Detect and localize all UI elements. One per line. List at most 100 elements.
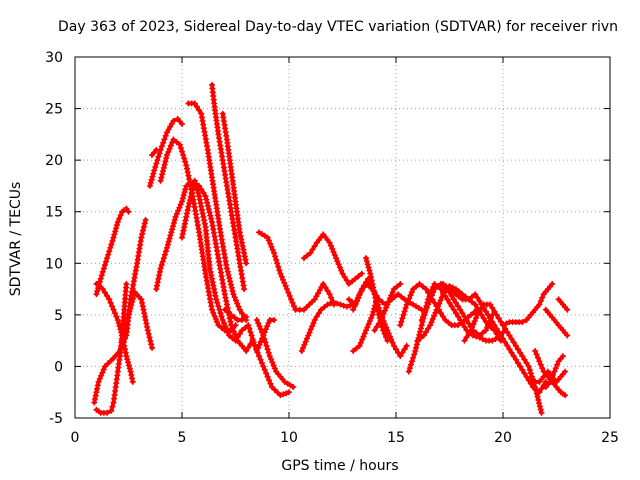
data-point-marker [140, 227, 147, 234]
data-point-marker [265, 237, 272, 244]
x-axis-label: GPS time / hours [281, 458, 398, 474]
data-point-marker [427, 295, 434, 302]
data-point-marker [155, 275, 162, 282]
data-point-marker [426, 298, 433, 305]
data-point-marker [533, 390, 540, 397]
data-point-marker [306, 329, 313, 336]
data-point-marker [206, 265, 213, 272]
data-point-marker [388, 292, 395, 299]
data-point-marker [231, 294, 238, 301]
data-point-marker [353, 298, 360, 305]
data-point-marker [502, 339, 509, 346]
data-point-marker [532, 384, 539, 391]
data-point-marker [345, 296, 352, 303]
data-point-marker [491, 308, 498, 315]
data-point-marker [198, 206, 205, 213]
data-point-marker [184, 206, 191, 213]
data-point-marker [455, 303, 462, 310]
y-tick-label: -5 [49, 411, 63, 427]
data-point-marker [127, 305, 134, 312]
data-point-marker [408, 289, 415, 296]
data-point-marker [331, 252, 338, 259]
data-point-marker [153, 160, 160, 167]
data-point-marker [420, 332, 427, 339]
data-point-marker [256, 341, 263, 348]
data-point-marker [183, 210, 190, 217]
data-point-marker [202, 193, 209, 200]
data-point-marker [285, 289, 292, 296]
data-point-marker [191, 100, 198, 107]
data-point-marker [500, 335, 506, 342]
data-point-marker [238, 310, 245, 317]
data-point-marker [375, 311, 382, 318]
data-point-marker [223, 265, 230, 272]
data-point-marker [414, 337, 421, 344]
data-point-marker [183, 165, 190, 172]
data-point-marker [385, 298, 392, 305]
series-sat-track-36 [555, 296, 571, 313]
data-point-marker [512, 342, 519, 349]
data-point-marker [559, 353, 566, 360]
data-point-marker [476, 308, 483, 315]
data-point-marker [226, 332, 233, 339]
data-point-marker [564, 332, 571, 339]
data-point-marker [534, 354, 541, 361]
data-point-marker [239, 243, 246, 250]
y-tick-label: 5 [54, 308, 63, 324]
data-point-marker [510, 339, 517, 346]
data-point-marker [446, 286, 453, 293]
data-point-marker [246, 325, 253, 332]
data-point-marker [384, 337, 391, 344]
data-point-marker [110, 306, 117, 313]
data-point-marker [100, 366, 107, 373]
data-point-marker [412, 347, 419, 354]
series-sat-track-18 [300, 231, 365, 287]
data-point-marker [350, 306, 357, 313]
data-point-marker [448, 292, 455, 299]
data-point-marker [162, 132, 169, 139]
data-point-marker [158, 262, 165, 269]
data-point-marker [446, 299, 453, 306]
x-tick-label: 25 [601, 430, 619, 446]
data-point-marker [266, 353, 273, 360]
data-point-marker [158, 143, 165, 150]
data-point-marker [349, 278, 356, 285]
data-point-marker [177, 145, 184, 152]
data-point-marker [440, 280, 447, 287]
data-point-marker [487, 315, 494, 322]
data-point-marker [139, 230, 146, 237]
data-point-marker [316, 287, 323, 294]
data-point-marker [224, 329, 231, 336]
data-point-marker [526, 366, 533, 373]
data-point-marker [225, 309, 232, 316]
data-point-marker [327, 242, 334, 249]
data-point-marker [195, 190, 202, 197]
data-point-marker [484, 324, 491, 331]
series-sat-track-1 [93, 205, 132, 298]
data-point-marker [151, 167, 158, 174]
data-point-marker [221, 291, 228, 298]
data-point-marker [166, 235, 173, 242]
data-point-marker [214, 299, 221, 306]
data-point-marker [472, 301, 479, 308]
data-point-marker [104, 292, 111, 299]
data-point-marker [352, 275, 359, 282]
data-point-marker [425, 325, 432, 332]
data-point-marker [235, 303, 242, 310]
data-point-marker [182, 217, 189, 224]
data-point-marker [208, 275, 215, 282]
data-point-marker [105, 251, 112, 258]
data-point-marker [142, 216, 149, 223]
data-point-marker [485, 311, 492, 318]
data-point-marker [109, 303, 116, 310]
data-point-marker [160, 255, 167, 262]
data-point-marker [268, 243, 275, 250]
data-point-marker [117, 326, 124, 333]
data-point-marker [523, 359, 530, 366]
data-point-marker [203, 196, 210, 203]
data-point-marker [340, 302, 347, 309]
data-point-marker [440, 313, 447, 320]
data-point-marker [391, 293, 398, 300]
data-point-marker [381, 330, 388, 337]
data-point-marker [564, 306, 571, 313]
